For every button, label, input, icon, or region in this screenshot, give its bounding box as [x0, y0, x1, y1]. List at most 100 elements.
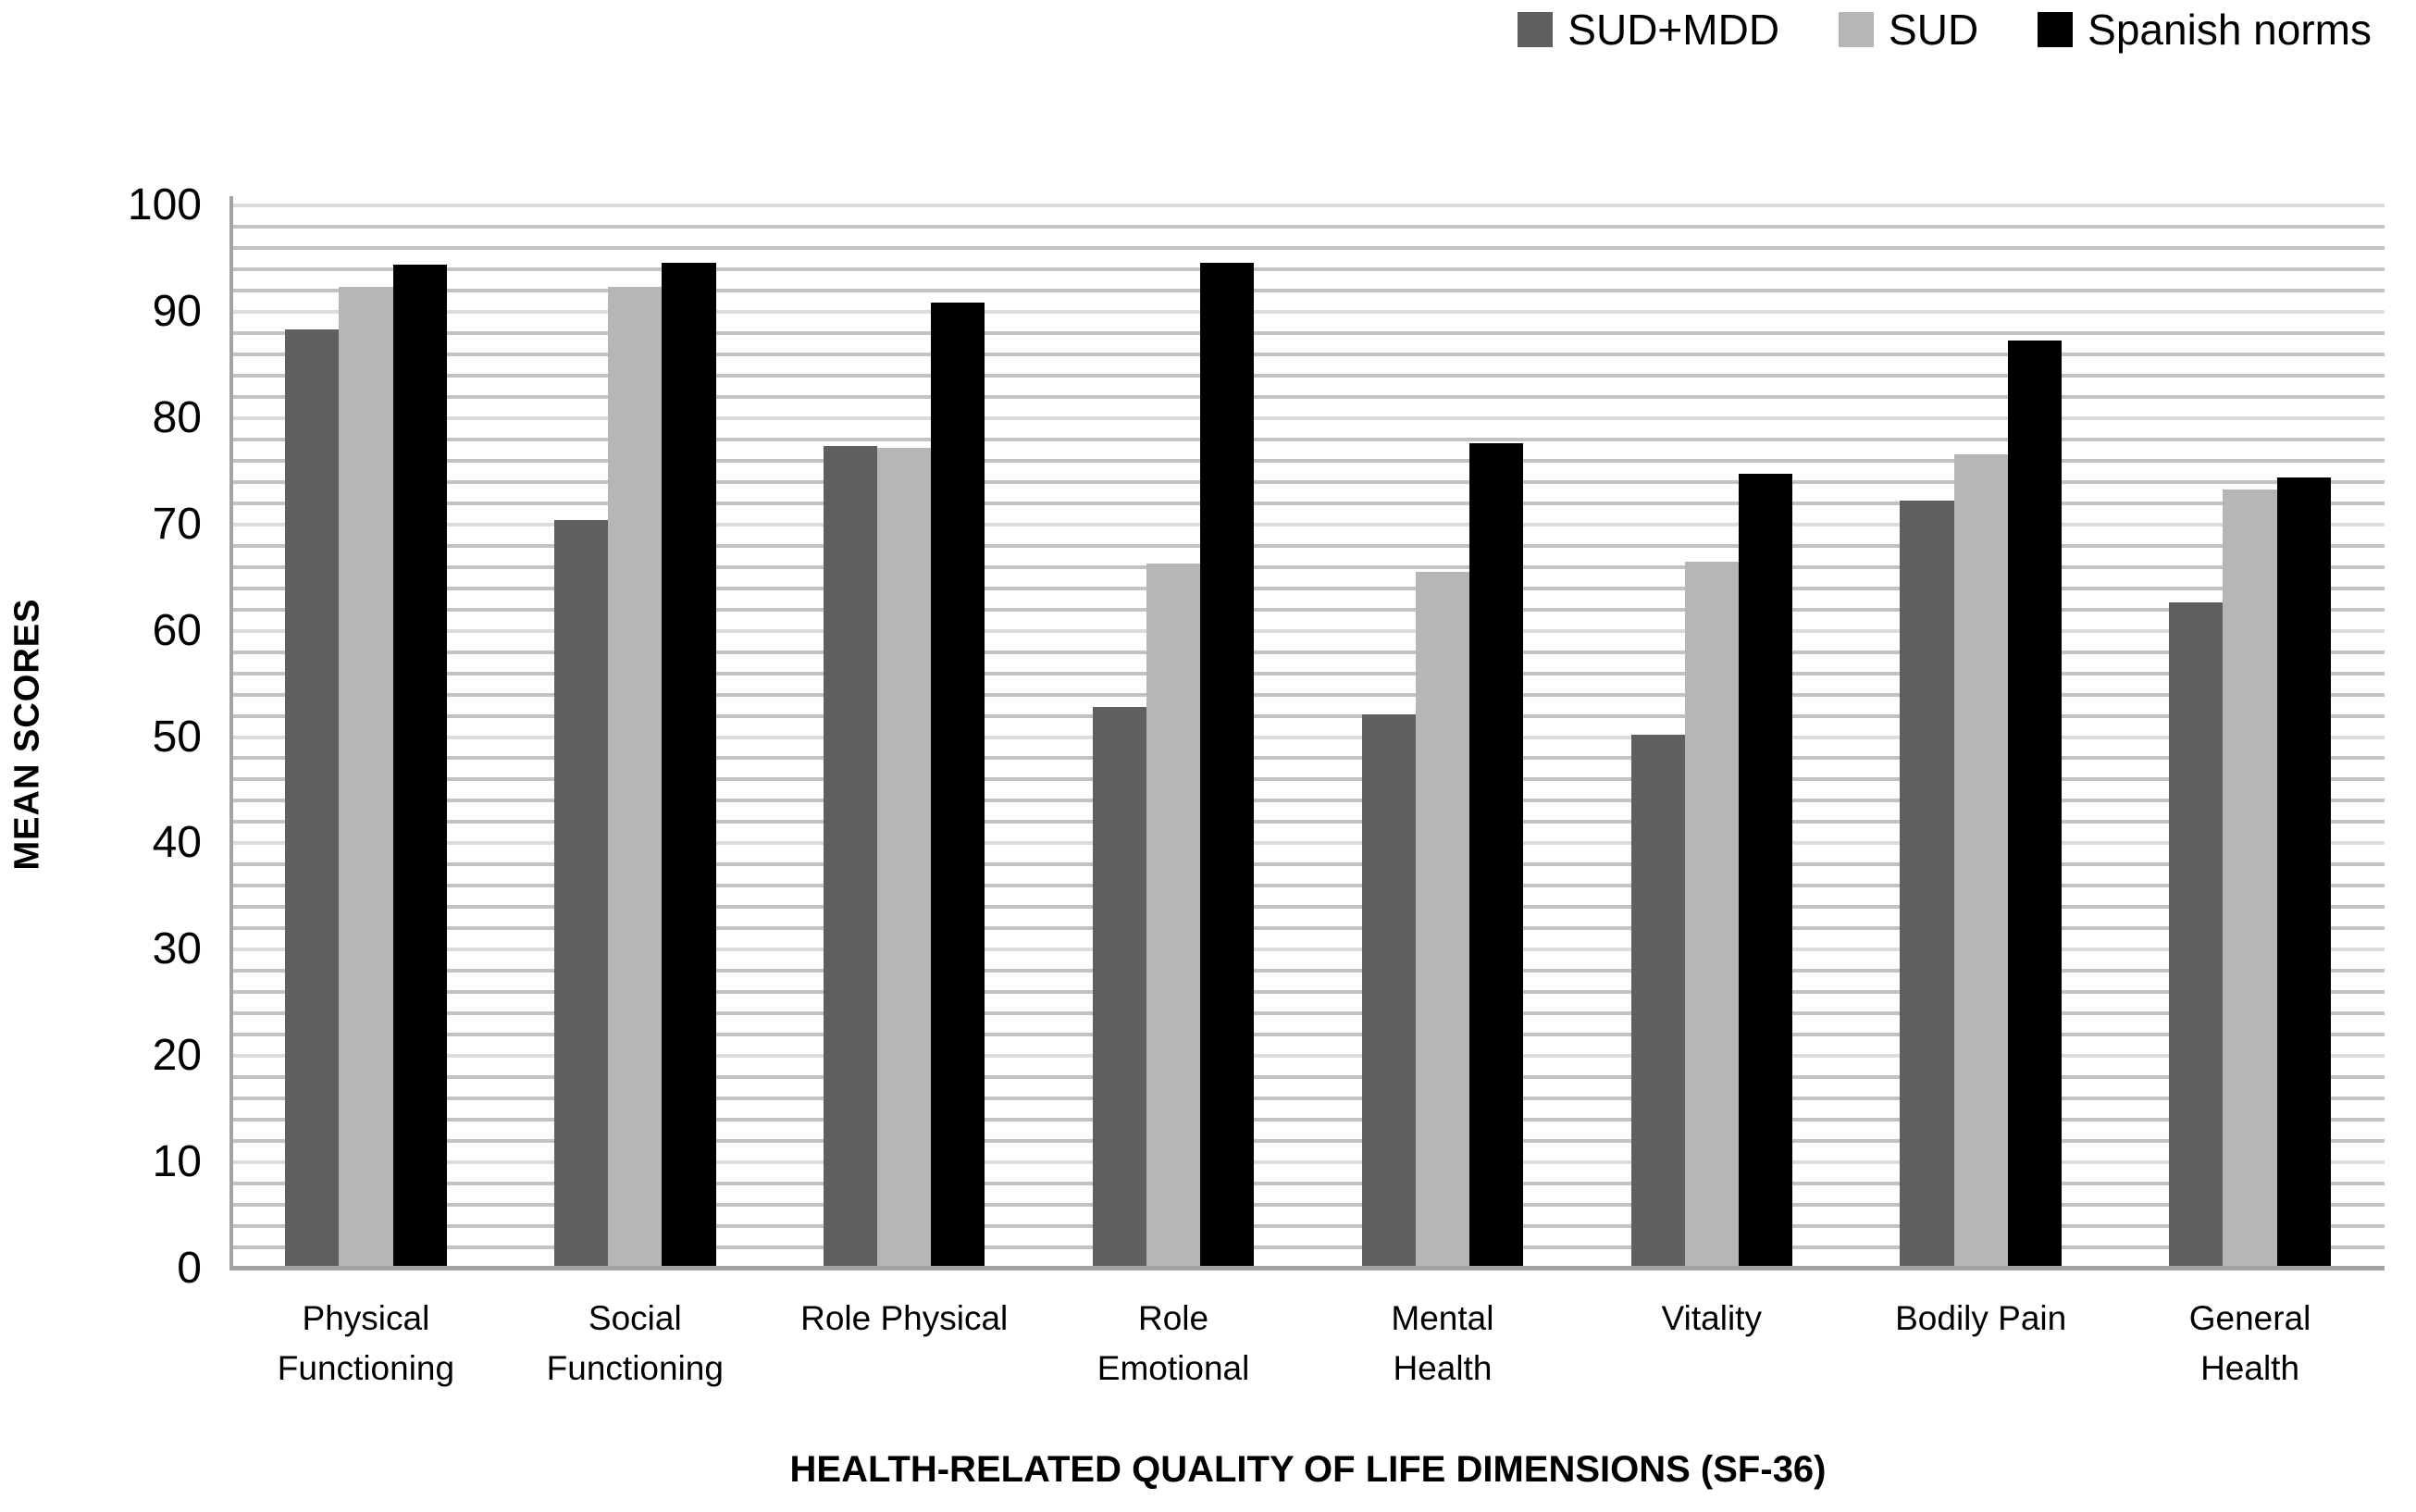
y-tick-label-100: 100	[127, 180, 202, 229]
legend-swatch-sud-mdd	[1518, 12, 1554, 47]
gridline-6	[231, 1203, 2385, 1208]
legend-label: SUD+MDD	[1567, 6, 1780, 54]
gridline-14	[231, 1118, 2385, 1122]
bar-spanish-norms-mental-health	[1469, 443, 1524, 1269]
gridline-60	[231, 628, 2385, 633]
gridline-100	[231, 204, 2385, 207]
gridline-34	[231, 905, 2385, 910]
x-category-label-general-health: General Health	[2188, 1299, 2311, 1387]
gridline-62	[231, 607, 2385, 612]
bar-sud-role-physical	[877, 447, 932, 1269]
bar-spanish-norms-general-health	[2276, 477, 2331, 1269]
gridline-72	[231, 501, 2385, 505]
y-tick-label-30: 30	[152, 924, 202, 974]
bar-spanish-norms-role-emotional	[1200, 263, 1255, 1269]
legend-item-sud-mdd: SUD+MDD	[1518, 8, 1779, 51]
gridline-32	[231, 926, 2385, 931]
gridline-48	[231, 756, 2385, 761]
gridline-54	[231, 692, 2385, 697]
y-axis-line	[229, 196, 233, 1270]
x-category-label-bodily-pain: Bodily Pain	[1895, 1299, 2067, 1337]
bar-spanish-norms-bodily-pain	[2007, 340, 2062, 1269]
gridline-56	[231, 671, 2385, 675]
legend-swatch-sud	[1839, 12, 1875, 47]
x-category-label-role-physical: Role Physical	[800, 1299, 1009, 1337]
gridline-16	[231, 1097, 2385, 1101]
legend-label: Spanish norms	[2088, 6, 2372, 54]
gridline-96	[231, 245, 2385, 250]
gridline-44	[231, 799, 2385, 803]
bar-spanish-norms-role-physical	[931, 302, 985, 1269]
gridline-74	[231, 479, 2385, 484]
bar-sud-mental-health	[1415, 572, 1470, 1269]
gridline-76	[231, 458, 2385, 463]
gridline-84	[231, 373, 2385, 378]
gridline-18	[231, 1075, 2385, 1080]
gridline-70	[231, 522, 2385, 527]
gridline-90	[231, 309, 2385, 314]
bar-sud-mdd-mental-health	[1361, 714, 1416, 1269]
x-category-label-role-emotional: Role Emotional	[1096, 1299, 1250, 1387]
gridline-8	[231, 1182, 2385, 1186]
gridline-42	[231, 820, 2385, 824]
x-category-label-social-functioning: Social Functioning	[546, 1299, 724, 1387]
gridline-52	[231, 713, 2385, 718]
bar-sud-mdd-role-physical	[823, 445, 878, 1269]
gridline-98	[231, 224, 2385, 229]
legend-item-spanish-norms: Spanish norms	[2038, 8, 2372, 51]
gridline-86	[231, 352, 2385, 356]
y-tick-label-10: 10	[152, 1137, 202, 1187]
gridline-20	[231, 1054, 2385, 1059]
gridline-38	[231, 862, 2385, 867]
x-category-label-mental-health: Mental Health	[1391, 1299, 1494, 1387]
gridline-28	[231, 969, 2385, 973]
y-tick-label-0: 0	[177, 1244, 202, 1293]
plot-area	[231, 204, 2385, 1269]
gridline-58	[231, 650, 2385, 654]
gridline-12	[231, 1139, 2385, 1144]
gridline-64	[231, 586, 2385, 590]
x-category-label-physical-functioning: Physical Functioning	[277, 1299, 455, 1387]
y-tick-label-90: 90	[152, 286, 202, 336]
gridline-68	[231, 543, 2385, 548]
bar-sud-role-emotional	[1146, 564, 1201, 1269]
bar-sud-mdd-physical-functioning	[285, 329, 340, 1269]
x-category-label-vitality: Vitality	[1661, 1299, 1762, 1337]
bar-sud-bodily-pain	[1953, 453, 2008, 1269]
bar-sud-mdd-general-health	[2169, 601, 2224, 1269]
gridline-36	[231, 884, 2385, 888]
x-axis-title: HEALTH-RELATED QUALITY OF LIFE DIMENSION…	[789, 1449, 1827, 1490]
bar-sud-mdd-bodily-pain	[1900, 501, 1954, 1269]
gridline-40	[231, 841, 2385, 846]
bar-sud-physical-functioning	[339, 287, 393, 1269]
y-tick-label-70: 70	[152, 499, 202, 549]
gridline-88	[231, 330, 2385, 335]
gridline-80	[231, 415, 2385, 420]
legend-swatch-spanish-norms	[2038, 12, 2074, 47]
bar-sud-social-functioning	[608, 287, 663, 1269]
bar-spanish-norms-physical-functioning	[392, 265, 447, 1269]
gridline-94	[231, 266, 2385, 271]
gridline-24	[231, 1011, 2385, 1016]
bar-sud-mdd-vitality	[1630, 735, 1685, 1269]
y-tick-label-50: 50	[152, 712, 202, 762]
y-tick-label-80: 80	[152, 392, 202, 442]
y-tick-label-20: 20	[152, 1031, 202, 1081]
gridline-10	[231, 1160, 2385, 1165]
gridline-30	[231, 948, 2385, 952]
gridline-66	[231, 564, 2385, 569]
gridline-82	[231, 394, 2385, 399]
bar-sud-vitality	[1684, 561, 1739, 1269]
y-tick-label-60: 60	[152, 605, 202, 655]
legend-label: SUD	[1889, 6, 1979, 54]
y-axis-labels: 0 10 20 30 40 50 60 70 80 90 100	[0, 183, 202, 1291]
y-tick-label-40: 40	[152, 818, 202, 868]
legend-item-sud: SUD	[1839, 8, 1978, 51]
gridline-4	[231, 1224, 2385, 1229]
bar-spanish-norms-vitality	[1738, 473, 1793, 1269]
gridline-78	[231, 437, 2385, 441]
bar-sud-mdd-social-functioning	[554, 520, 609, 1269]
gridline-92	[231, 288, 2385, 292]
x-axis-line	[229, 1266, 2385, 1270]
bar-sud-mdd-role-emotional	[1092, 707, 1146, 1269]
